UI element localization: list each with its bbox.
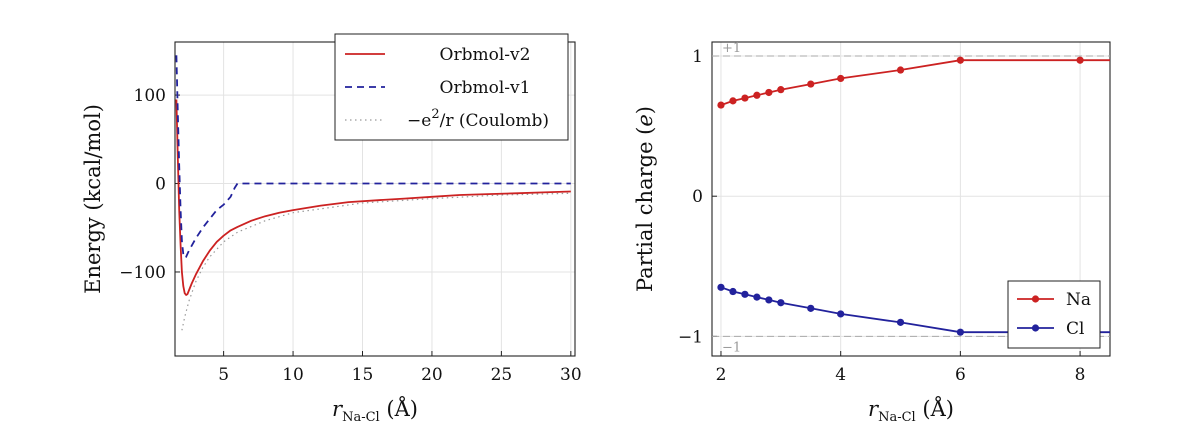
x-tick-label: 20 <box>421 365 443 385</box>
data-point-na <box>956 56 964 64</box>
reference-line-label: −1 <box>722 340 741 355</box>
legend: Na Cl <box>1007 280 1101 349</box>
x-tick-label: 10 <box>282 365 304 385</box>
data-point-na <box>1076 56 1084 64</box>
data-point-na <box>837 74 845 83</box>
series-line-1 <box>175 55 571 259</box>
series-line-na <box>720 59 1110 106</box>
y-tick-label: −100 <box>119 263 166 283</box>
x-tick-label: 15 <box>352 365 374 385</box>
legend-box <box>1007 280 1101 349</box>
series-line-2 <box>181 192 571 331</box>
x-tick-label: 5 <box>218 365 229 385</box>
legend-label-sup: 2 <box>431 107 439 122</box>
data-point-na <box>717 101 725 109</box>
y-axis-label-pre: Partial charge ( <box>633 127 657 292</box>
x-tick-label: 25 <box>491 365 513 385</box>
data-point-na <box>741 94 749 102</box>
x-tick-label: 4 <box>835 365 846 385</box>
y-tick-label: −1 <box>678 327 703 347</box>
x-axis-label-var: r <box>332 397 344 421</box>
legend-marker <box>1031 324 1040 332</box>
legend-label: Orbmol-v2 <box>440 45 531 65</box>
data-point-cl <box>717 283 725 291</box>
data-point-cl <box>753 293 761 301</box>
x-axis-label-subscript: Na-Cl <box>342 410 380 425</box>
x-axis-label: rNa-Cl (Å) <box>332 396 418 425</box>
legend-label-pre: −e <box>407 111 431 131</box>
data-point-cl <box>807 304 815 312</box>
data-point-cl <box>729 287 737 296</box>
plot-frame <box>711 41 1111 357</box>
data-point-cl <box>765 296 773 304</box>
data-point-cl <box>777 299 785 307</box>
y-tick-label: 0 <box>692 187 703 207</box>
y-tick-label: 1 <box>692 47 703 67</box>
data-point-cl <box>956 328 964 336</box>
y-axis-label: Partial charge (e) <box>633 106 657 292</box>
data-point-cl <box>837 310 845 318</box>
reference-line-label: +1 <box>722 41 741 56</box>
data-point-cl <box>741 290 749 298</box>
chart-0-axes: 5 10 15 20 25 30 −100 0 100 rNa-Cl (Å) <box>119 41 582 425</box>
x-axis-label-subscript: Na-Cl <box>878 410 916 425</box>
legend-label: Orbmol-v1 <box>440 78 531 98</box>
legend-label: Na <box>1066 290 1091 310</box>
legend-label: −e2/r (Coulomb) <box>407 107 549 131</box>
legend-label: Cl <box>1066 319 1084 339</box>
x-tick-label: 2 <box>716 365 727 385</box>
x-tick-label: 8 <box>1075 365 1086 385</box>
x-axis-label: rNa-Cl (Å) <box>868 396 954 425</box>
x-tick-label: 30 <box>560 365 582 385</box>
data-point-na <box>896 66 905 74</box>
data-point-na <box>765 88 773 97</box>
x-axis-label-var: r <box>868 397 880 421</box>
y-axis-label: Energy (kcal/mol) <box>81 104 105 294</box>
data-point-cl <box>896 318 905 326</box>
legend-marker <box>1031 295 1040 303</box>
data-point-na <box>807 80 815 88</box>
x-axis-label-unit: (Å) <box>916 396 954 421</box>
x-tick-label: 6 <box>955 365 966 385</box>
legend-label-post: /r (Coulomb) <box>440 111 549 131</box>
data-point-na <box>777 86 785 94</box>
data-point-na <box>729 97 737 105</box>
y-axis-label-post: ) <box>633 106 657 114</box>
y-tick-label: 100 <box>134 86 166 106</box>
data-point-na <box>753 91 761 99</box>
legend: Orbmol-v2 Orbmol-v1 −e2/r (Coulomb) <box>334 33 569 141</box>
x-axis-label-unit: (Å) <box>380 396 418 421</box>
y-axis-label-var: e <box>633 114 657 126</box>
series-line-0 <box>175 99 571 296</box>
y-tick-label: 0 <box>155 175 166 195</box>
